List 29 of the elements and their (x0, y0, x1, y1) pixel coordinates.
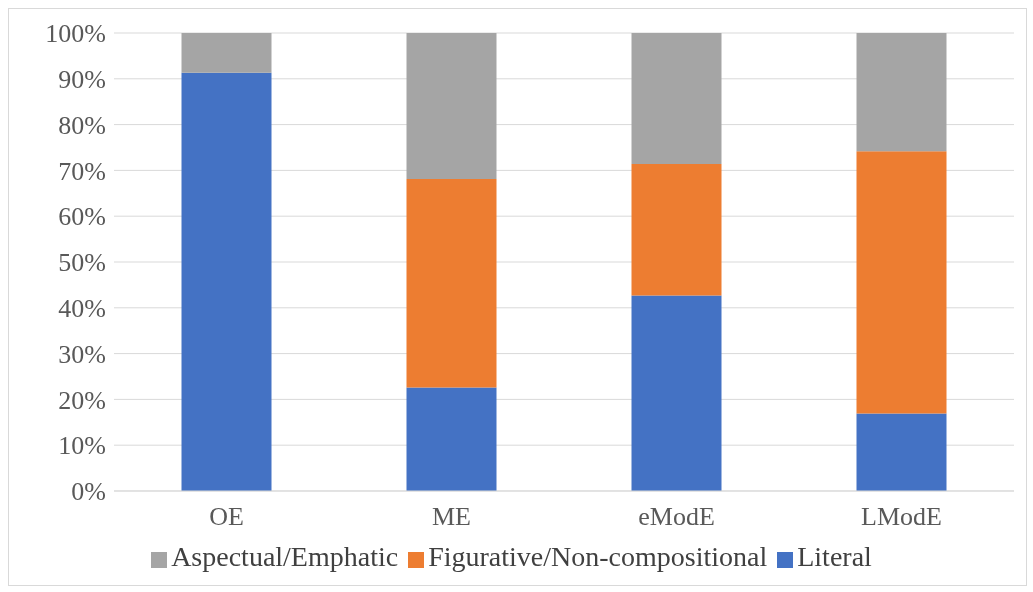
bar (856, 413, 947, 491)
y-tick-label: 60% (58, 202, 106, 232)
y-tick-label: 50% (58, 248, 106, 278)
bar (856, 33, 947, 152)
y-tick-label: 20% (58, 385, 106, 415)
bar (631, 295, 722, 491)
y-tick-label: 0% (71, 477, 106, 507)
legend-label: Figurative/Non-compositional (428, 541, 768, 572)
bar (856, 151, 947, 414)
y-tick-label: 40% (58, 294, 106, 324)
bar (181, 33, 272, 73)
x-tick-label: ME (432, 502, 471, 532)
x-tick-label: OE (209, 502, 244, 532)
bar (406, 387, 497, 491)
y-tick-label: 100% (45, 19, 106, 49)
legend-label: Literal (797, 541, 872, 572)
bar (406, 33, 497, 180)
bar (406, 179, 497, 388)
y-tick-label: 10% (58, 431, 106, 461)
y-tick-label: 70% (58, 156, 106, 186)
x-tick-label: eModE (638, 502, 715, 532)
y-tick-label: 80% (58, 110, 106, 140)
y-tick-label: 30% (58, 339, 106, 369)
bar (631, 163, 722, 296)
bar (631, 33, 722, 164)
legend-label: Aspectual/Emphatic (171, 541, 399, 572)
y-tick-label: 90% (58, 65, 106, 95)
bar (181, 72, 272, 491)
x-tick-label: LModE (861, 502, 942, 532)
